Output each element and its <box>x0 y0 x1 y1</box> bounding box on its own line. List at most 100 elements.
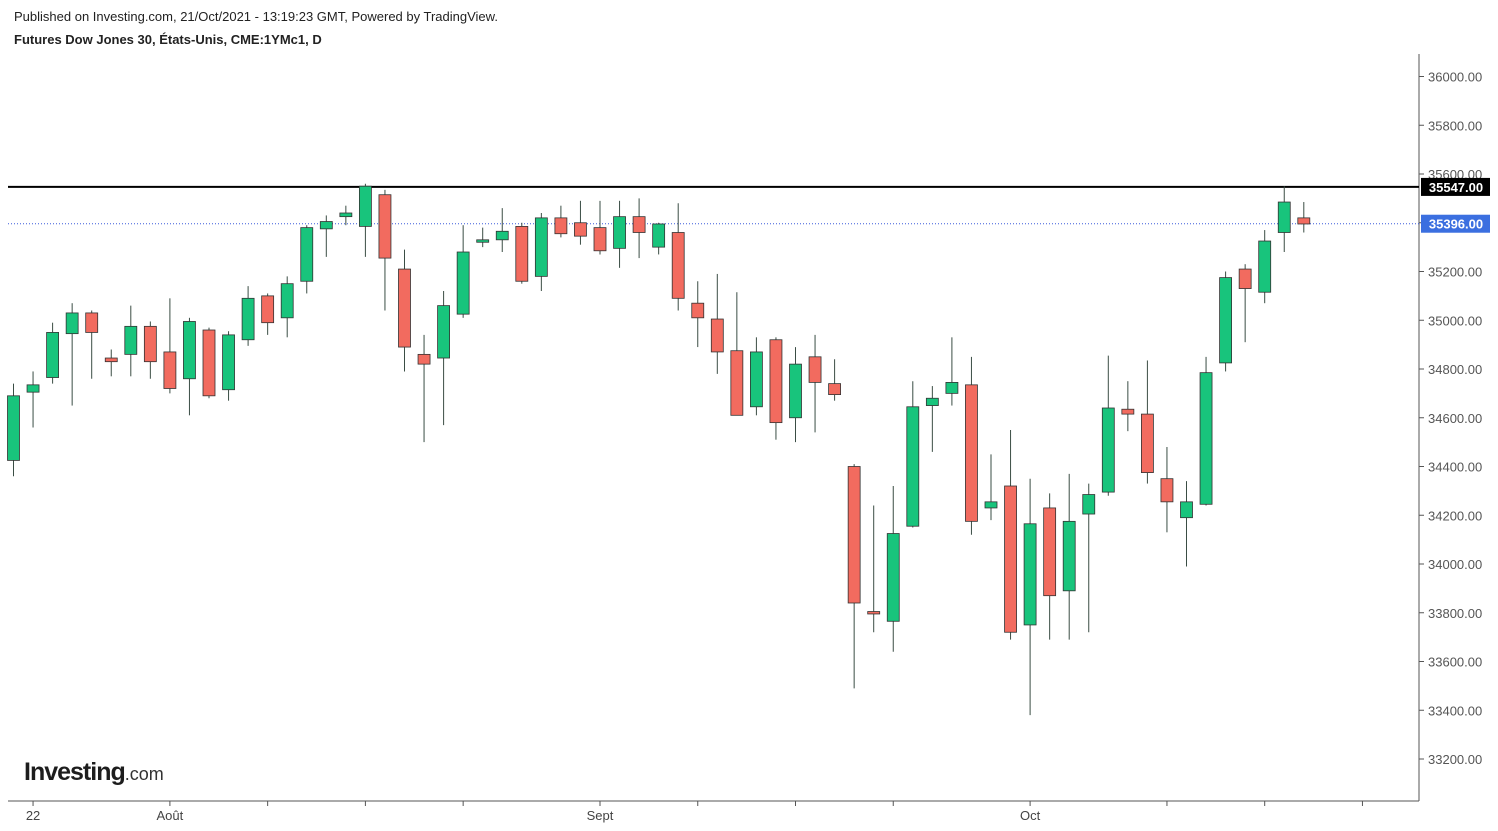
candle-body <box>143 325 157 363</box>
candle <box>652 222 666 255</box>
current-price-badge-label: 35396.00 <box>1429 217 1483 232</box>
candle-body <box>65 312 79 335</box>
price-tick-label: 35800.00 <box>1428 118 1482 133</box>
candle-body <box>554 217 568 235</box>
candle <box>808 334 822 433</box>
resistance-badge-bg <box>1421 177 1490 196</box>
candle <box>1062 473 1076 640</box>
candle <box>476 227 490 248</box>
logo-suffix-text: .com <box>124 764 164 784</box>
candle-body <box>984 501 998 509</box>
price-tick-label: 34600.00 <box>1428 411 1482 426</box>
candle <box>1082 483 1096 633</box>
candle <box>1043 493 1057 640</box>
candle <box>339 205 353 226</box>
candle-body <box>906 406 920 527</box>
candles-layer <box>7 183 1311 716</box>
candle-body <box>1238 268 1252 289</box>
candle <box>945 337 959 406</box>
date-tick-label: 22 <box>26 808 40 823</box>
candle-body <box>1082 494 1096 515</box>
candle-body <box>1141 413 1154 473</box>
date-tick-label: Sept <box>587 808 614 823</box>
price-tick-label: 33600.00 <box>1428 655 1482 670</box>
date-tick-label: Oct <box>1020 808 1041 823</box>
candle <box>1258 230 1272 304</box>
price-tick-label: 35200.00 <box>1428 265 1482 280</box>
candle <box>965 356 978 535</box>
candle <box>1023 478 1037 716</box>
candle-body <box>886 533 900 622</box>
candle <box>1297 202 1311 233</box>
candle-body <box>691 302 705 319</box>
candle-body <box>241 297 255 341</box>
candle <box>124 305 138 377</box>
publish-info: Published on Investing.com, 21/Oct/2021 … <box>14 9 498 24</box>
candle-body <box>261 295 275 324</box>
candle-body <box>789 363 802 419</box>
price-badges: 35547.00 35396.00 <box>1421 177 1490 233</box>
candle <box>1199 356 1213 506</box>
candle-body <box>1062 520 1076 592</box>
candle <box>828 359 841 401</box>
candle-body <box>222 334 235 391</box>
candle-body <box>671 232 685 299</box>
candle <box>378 189 392 311</box>
candle <box>495 208 509 252</box>
candle-body <box>202 329 216 397</box>
candle <box>1141 360 1154 484</box>
candle-body <box>945 382 959 394</box>
candle <box>202 327 216 399</box>
candle-body <box>1101 407 1115 493</box>
candle <box>1101 355 1115 496</box>
candle <box>26 371 40 428</box>
date-tick-label: Août <box>157 808 184 823</box>
candle <box>769 337 783 440</box>
candle <box>613 200 626 268</box>
candle <box>1121 381 1135 432</box>
price-tick-label: 34000.00 <box>1428 557 1482 572</box>
candle <box>241 286 255 346</box>
candle <box>358 183 372 257</box>
candle-body <box>417 353 431 365</box>
candle-body <box>593 227 607 252</box>
candle <box>300 225 314 294</box>
candle-body <box>750 351 763 408</box>
candle <box>319 215 333 257</box>
candle-body <box>319 221 333 230</box>
candle-body <box>965 384 978 522</box>
candle-body <box>710 318 724 353</box>
candle-body <box>26 384 40 393</box>
price-tick-label: 33200.00 <box>1428 752 1482 767</box>
candle <box>906 381 920 528</box>
candle <box>456 225 470 318</box>
candle <box>886 486 900 652</box>
candle <box>1180 481 1193 567</box>
price-tick-label: 36000.00 <box>1428 70 1482 85</box>
candle-body <box>534 217 548 277</box>
candle-body <box>437 305 451 359</box>
price-tick-label: 33800.00 <box>1428 606 1482 621</box>
candle <box>222 331 235 401</box>
candle <box>65 303 79 406</box>
candle-body <box>476 239 490 243</box>
price-tick-label: 34200.00 <box>1428 508 1482 523</box>
price-tick-label: 34800.00 <box>1428 362 1482 377</box>
price-tick-label: 33400.00 <box>1428 703 1482 718</box>
candle <box>280 276 294 338</box>
candle <box>7 383 20 477</box>
candle-body <box>85 312 99 333</box>
candle-body <box>867 611 881 615</box>
candle <box>437 291 451 426</box>
resistance-badge-label: 35547.00 <box>1429 180 1483 195</box>
candle-body <box>456 251 470 315</box>
candle-body <box>183 321 196 380</box>
candle <box>515 222 529 284</box>
candle-body <box>1258 240 1272 293</box>
candle <box>398 249 411 372</box>
date-axis: 22 Août Sept Oct <box>26 801 1363 823</box>
candle-body <box>124 325 138 355</box>
candle <box>984 454 998 521</box>
candle <box>574 200 587 245</box>
